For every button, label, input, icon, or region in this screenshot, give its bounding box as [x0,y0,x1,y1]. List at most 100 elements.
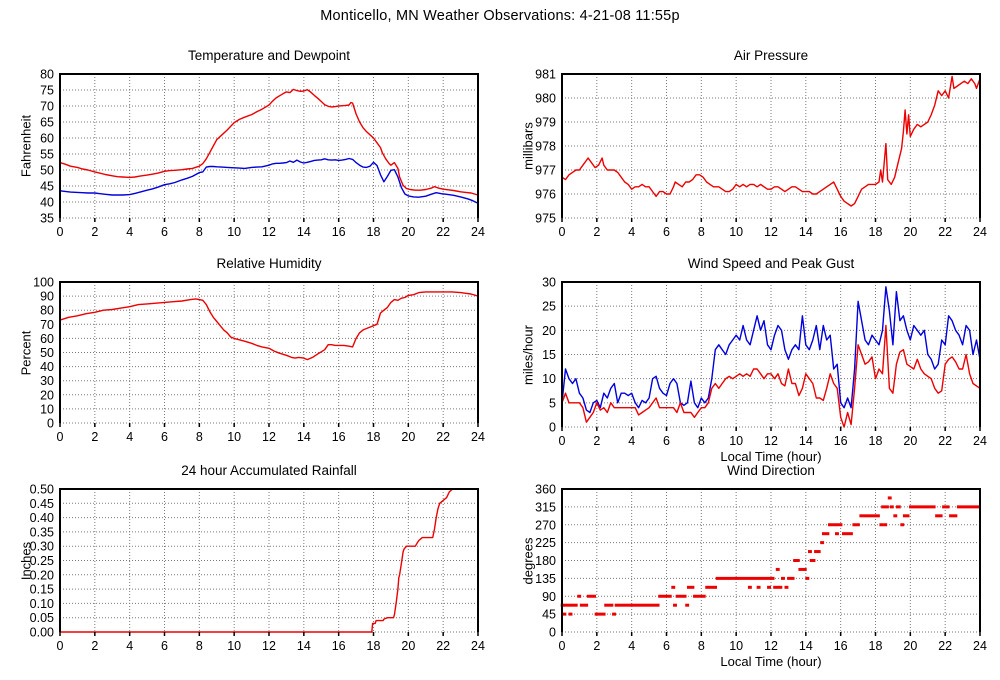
svg-text:180: 180 [535,554,556,568]
svg-text:22: 22 [436,430,450,444]
svg-text:80: 80 [40,304,54,318]
svg-text:2: 2 [593,639,600,653]
plot-temperature-dewpoint: 0 2 4 6 8 10 12 14 16 18 20 22 243540455055606570758… [40,68,485,240]
svg-text:0.20: 0.20 [30,568,54,582]
svg-text:8: 8 [698,434,705,448]
svg-text:0.50: 0.50 [30,483,54,497]
svg-text:18: 18 [367,639,381,653]
svg-text:24: 24 [471,639,485,653]
svg-text:0.05: 0.05 [30,611,54,625]
svg-text:10: 10 [227,430,241,444]
svg-text:0: 0 [559,225,566,239]
svg-text:24: 24 [973,225,987,239]
svg-text:12: 12 [764,639,778,653]
plot-air-pressure: 0 2 4 6 8 10 12 14 16 18 20 22 249759769779789799809… [535,68,987,240]
svg-text:0: 0 [47,417,54,431]
svg-text:70: 70 [40,318,54,332]
svg-text:45: 45 [40,180,54,194]
svg-text:979: 979 [535,116,556,130]
svg-text:35: 35 [40,212,54,226]
svg-text:24: 24 [973,434,987,448]
chart-title-relative-humidity: Relative Humidity [216,256,322,271]
svg-text:0.35: 0.35 [30,525,54,539]
svg-text:4: 4 [628,434,635,448]
svg-text:2: 2 [593,225,600,239]
svg-text:0: 0 [559,434,566,448]
svg-text:12: 12 [262,225,276,239]
svg-text:30: 30 [542,276,556,290]
svg-text:100: 100 [33,276,54,290]
svg-text:16: 16 [332,430,346,444]
svg-text:14: 14 [297,225,311,239]
svg-text:0.30: 0.30 [30,540,54,554]
svg-text:65: 65 [40,116,54,130]
svg-text:10: 10 [729,639,743,653]
x-axis-label-local-time-direction: Local Time (hour) [720,654,822,669]
svg-text:80: 80 [40,68,54,82]
svg-text:0.10: 0.10 [30,597,54,611]
svg-text:0.40: 0.40 [30,511,54,525]
svg-text:18: 18 [869,225,883,239]
svg-text:10: 10 [542,372,556,386]
svg-text:16: 16 [332,639,346,653]
svg-text:20: 20 [401,225,415,239]
svg-text:40: 40 [40,360,54,374]
svg-text:16: 16 [834,225,848,239]
svg-text:4: 4 [126,639,133,653]
page-title: Monticello, MN Weather Observations: 4-2… [320,8,680,24]
chart-title-temperature-dewpoint: Temperature and Dewpoint [187,48,351,63]
svg-text:6: 6 [161,225,168,239]
svg-text:360: 360 [535,483,556,497]
chart-title-air-pressure: Air Pressure [733,48,809,63]
svg-text:14: 14 [799,225,813,239]
svg-text:18: 18 [367,430,381,444]
svg-text:975: 975 [535,212,556,226]
svg-text:16: 16 [834,639,848,653]
svg-text:8: 8 [196,430,203,444]
svg-text:18: 18 [869,434,883,448]
svg-text:5: 5 [549,396,556,410]
svg-text:22: 22 [938,434,952,448]
svg-text:24: 24 [471,225,485,239]
svg-text:2: 2 [91,639,98,653]
svg-text:0.45: 0.45 [30,497,54,511]
svg-text:20: 20 [401,430,415,444]
svg-text:90: 90 [40,290,54,304]
svg-text:20: 20 [542,324,556,338]
svg-text:8: 8 [698,639,705,653]
plot-relative-humidity: 0 2 4 6 8 10 12 14 16 18 20 22 240102030405060708090… [33,276,485,445]
svg-text:55: 55 [40,148,54,162]
svg-text:20: 20 [903,225,917,239]
svg-text:0: 0 [57,430,64,444]
svg-text:315: 315 [535,500,556,514]
svg-text:45: 45 [542,608,556,622]
svg-text:20: 20 [401,639,415,653]
svg-text:0: 0 [549,421,556,435]
svg-text:0: 0 [57,225,64,239]
svg-text:30: 30 [40,374,54,388]
svg-text:25: 25 [542,300,556,314]
svg-text:14: 14 [297,639,311,653]
svg-text:980: 980 [535,92,556,106]
svg-text:978: 978 [535,140,556,154]
svg-text:8: 8 [196,639,203,653]
svg-text:0: 0 [549,626,556,640]
svg-text:10: 10 [729,225,743,239]
svg-text:16: 16 [332,225,346,239]
svg-text:4: 4 [628,639,635,653]
svg-text:22: 22 [436,639,450,653]
svg-text:90: 90 [542,590,556,604]
svg-text:6: 6 [663,639,670,653]
plot-rainfall: 0 2 4 6 8 10 12 14 16 18 20 22 240.000.050.100.150.2… [30,483,485,654]
svg-text:12: 12 [764,434,778,448]
svg-text:4: 4 [126,225,133,239]
svg-text:50: 50 [40,164,54,178]
svg-text:976: 976 [535,188,556,202]
svg-text:60: 60 [40,132,54,146]
svg-text:22: 22 [938,639,952,653]
svg-text:22: 22 [436,225,450,239]
svg-text:2: 2 [593,434,600,448]
svg-text:12: 12 [262,639,276,653]
svg-text:14: 14 [799,434,813,448]
svg-text:2: 2 [91,225,98,239]
